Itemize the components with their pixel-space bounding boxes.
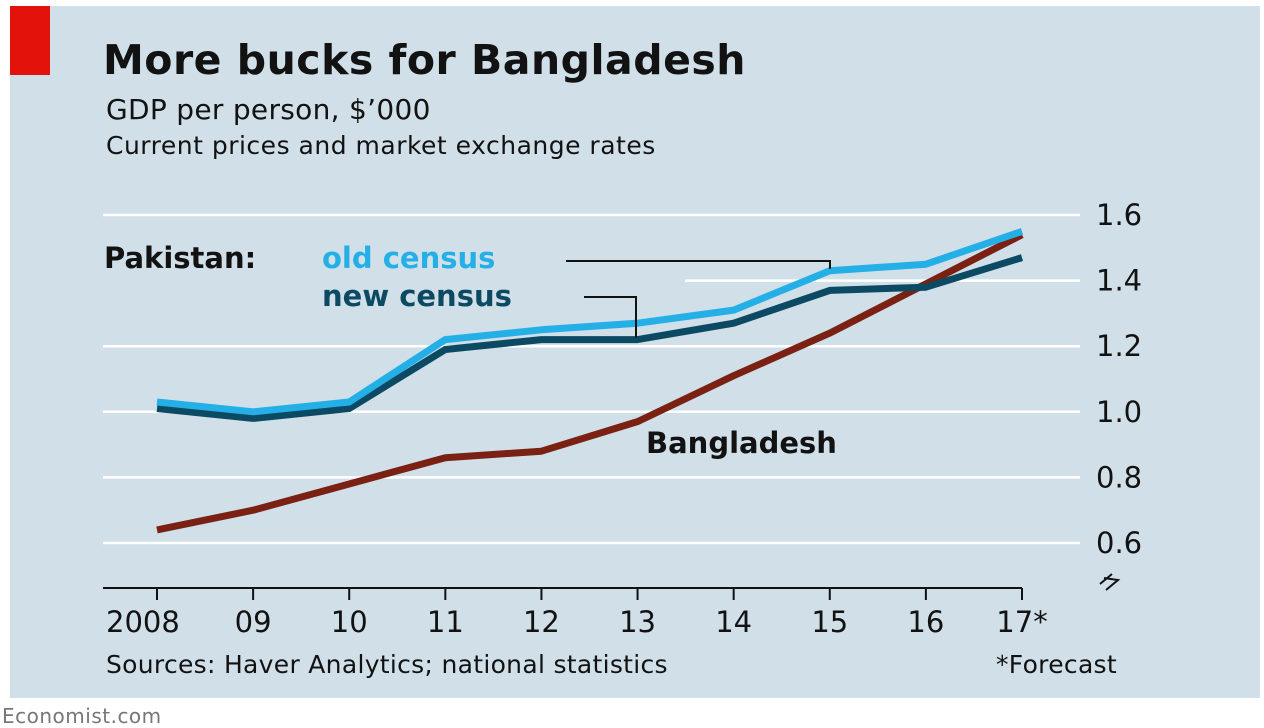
- x-tick-label-2008: 2008: [106, 605, 180, 639]
- x-tick-label-16: 16: [907, 605, 944, 639]
- brand-red-tag: [10, 6, 50, 75]
- series-line-pakistan-old-census: [156, 228, 1024, 416]
- x-tick-label-12: 12: [523, 605, 560, 639]
- series-lines: [156, 228, 1024, 534]
- y-tick-label-1.4: 1.4: [1096, 264, 1142, 298]
- series-line-pakistan-new-census: [156, 254, 1024, 422]
- x-tick-label-13: 13: [619, 605, 656, 639]
- chart-title: More bucks for Bangladesh: [103, 36, 746, 84]
- chart-panel: [10, 6, 1260, 698]
- series-label-old-census: old census: [322, 241, 495, 275]
- series-label-new-census: new census: [322, 279, 512, 313]
- leader-new-census: [584, 296, 637, 338]
- chart-subtitle: GDP per person, $’000: [106, 93, 431, 126]
- x-tick-label-14: 14: [715, 605, 752, 639]
- y-tick-label-1.6: 1.6: [1096, 198, 1142, 232]
- y-tick-label-0.6: 0.6: [1096, 526, 1142, 560]
- x-tick-label-15: 15: [811, 605, 848, 639]
- gridlines: [103, 213, 1080, 545]
- legend-prefix-pakistan: Pakistan:: [104, 241, 256, 275]
- y-tick-label-1.0: 1.0: [1096, 395, 1142, 429]
- x-tick-label-10: 10: [331, 605, 368, 639]
- y-tick-labels: 0.6 0.8 1.0 1.2 1.4 1.6: [1096, 198, 1142, 560]
- label-leaders: [566, 260, 831, 338]
- x-tick-label-11: 11: [427, 605, 464, 639]
- y-tick-label-0.8: 0.8: [1096, 460, 1142, 494]
- axes: [103, 573, 1121, 600]
- y-tick-label-1.2: 1.2: [1096, 329, 1142, 363]
- sources-note: Sources: Haver Analytics; national stati…: [106, 650, 668, 679]
- chart-subtitle-secondary: Current prices and market exchange rates: [106, 131, 656, 160]
- x-tick-label-17*: 17*: [996, 605, 1047, 639]
- forecast-note: *Forecast: [996, 650, 1117, 679]
- gridline-gap: [103, 277, 685, 284]
- series-labels: Pakistan: old census new census Banglade…: [104, 241, 837, 460]
- x-tick-labels: 2008 09 10 11 12 13 14 15 16 17*: [106, 605, 1048, 639]
- leader-old-census: [566, 260, 831, 269]
- axis-break-mark: [1099, 573, 1121, 591]
- brand-footer: Economist.com: [2, 704, 162, 728]
- series-label-bangladesh: Bangladesh: [646, 426, 837, 460]
- x-tick-label-09: 09: [235, 605, 272, 639]
- series-line-bangladesh: [156, 231, 1024, 534]
